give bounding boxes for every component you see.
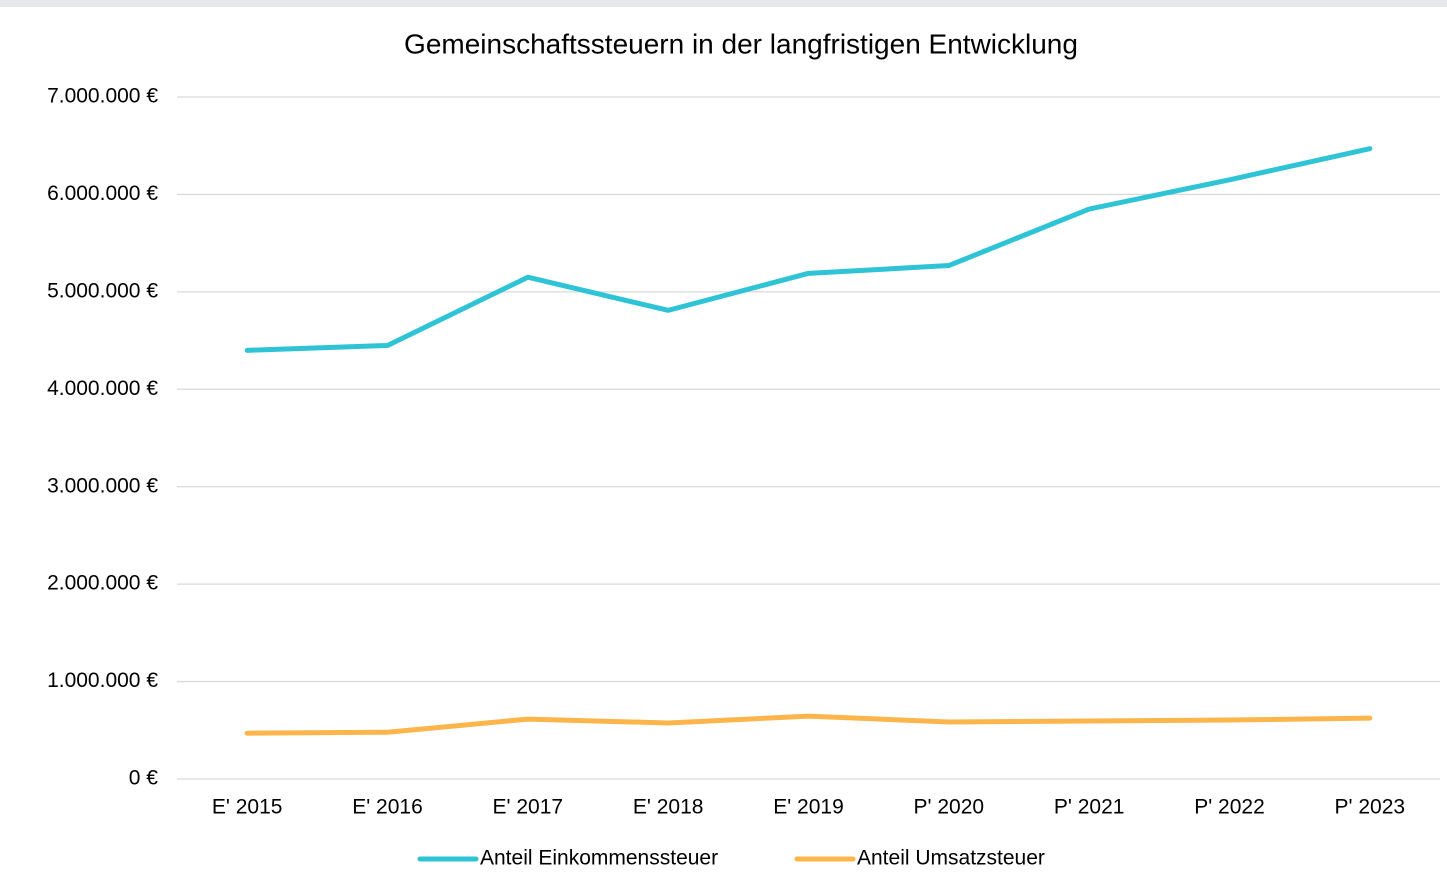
y-tick-label: 5.000.000 €	[47, 279, 158, 302]
y-tick-label: 6.000.000 €	[47, 182, 158, 205]
legend-label: Anteil Umsatzsteuer	[857, 847, 1045, 870]
x-tick-label: E' 2018	[633, 796, 704, 819]
y-tick-label: 4.000.000 €	[47, 377, 158, 400]
series-line	[244, 713, 1373, 736]
x-tick-label: E' 2016	[352, 796, 423, 819]
legend-label: Anteil Einkommenssteuer	[480, 847, 718, 870]
x-tick-label: E' 2019	[773, 796, 844, 819]
x-tick-label: P' 2021	[1054, 796, 1125, 819]
y-tick-label: 0 €	[129, 767, 159, 790]
top-edge	[0, 0, 1447, 7]
y-tick-label: 1.000.000 €	[47, 669, 158, 692]
x-tick-label: P' 2022	[1194, 796, 1265, 819]
y-tick-label: 3.000.000 €	[47, 474, 158, 497]
y-tick-label: 7.000.000 €	[47, 85, 158, 108]
series-line	[244, 146, 1373, 353]
chart-title: Gemeinschaftssteuern in der langfristige…	[404, 28, 1078, 59]
x-tick-label: E' 2017	[493, 796, 564, 819]
y-tick-label: 2.000.000 €	[47, 572, 158, 595]
x-tick-label: E' 2015	[212, 796, 283, 819]
x-tick-label: P' 2023	[1335, 796, 1406, 819]
x-tick-label: P' 2020	[914, 796, 985, 819]
